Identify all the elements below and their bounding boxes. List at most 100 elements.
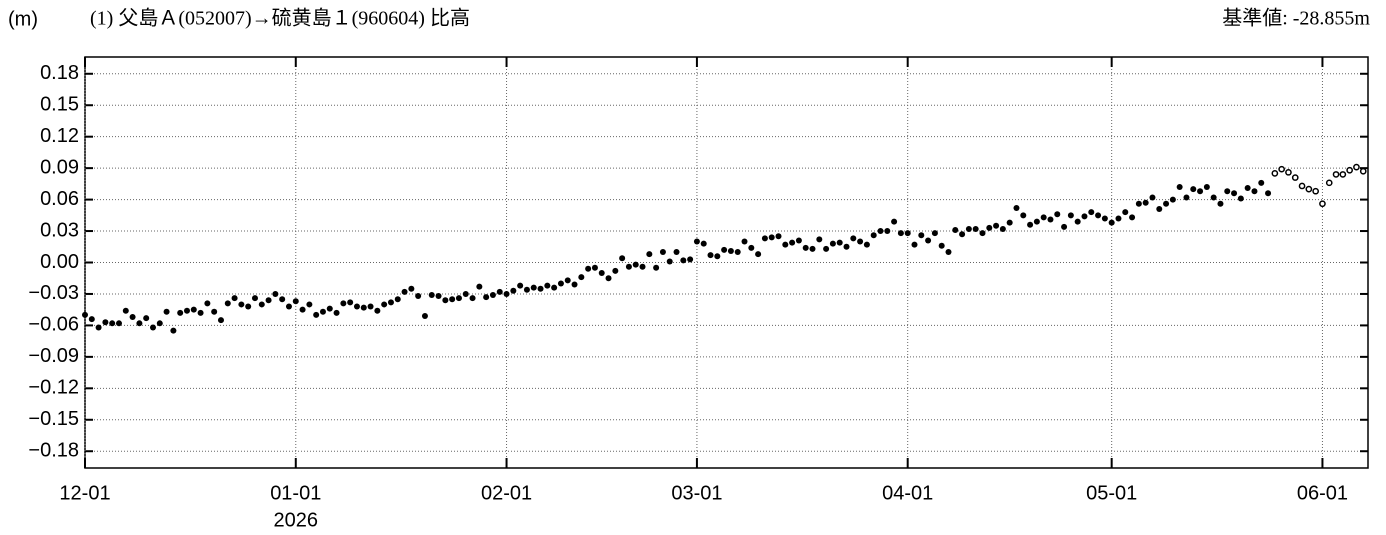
data-point — [1210, 194, 1217, 201]
data-point — [1244, 185, 1251, 192]
x-tick-label: 05-01 — [1086, 482, 1137, 504]
chart-title: (1) 父島Ａ(052007)→硫黄島１(960604) 比高 — [90, 7, 470, 30]
data-point — [1271, 170, 1279, 177]
data-point — [82, 311, 88, 318]
data-point — [1353, 163, 1360, 171]
data-point — [891, 218, 898, 225]
data-point — [136, 320, 143, 327]
data-point — [959, 231, 966, 238]
data-point — [700, 240, 707, 247]
data-point — [401, 288, 408, 295]
data-point — [632, 261, 639, 268]
x-tick-label: 01-01 — [270, 482, 321, 504]
data-point — [231, 295, 238, 302]
data-point — [1325, 179, 1333, 187]
y-tick-label: 0.06 — [40, 188, 79, 210]
data-point — [693, 238, 700, 245]
data-point — [408, 285, 415, 292]
y-tick-label: −0.15 — [28, 408, 79, 430]
data-point — [1169, 196, 1176, 203]
data-point — [347, 299, 354, 306]
reference-value: 基準値: -28.855m — [1222, 7, 1370, 30]
data-point — [999, 225, 1006, 232]
data-point — [884, 228, 891, 235]
data-point — [1067, 212, 1074, 219]
data-point — [156, 320, 163, 327]
data-point — [217, 317, 224, 324]
data-point — [285, 303, 292, 310]
x-tick-label: 03-01 — [671, 482, 722, 504]
data-point — [306, 301, 313, 308]
data-point — [1237, 195, 1244, 202]
data-point — [1285, 168, 1292, 176]
data-point — [904, 230, 911, 237]
data-point — [489, 292, 496, 299]
data-point — [1224, 188, 1231, 195]
data-point — [523, 286, 530, 293]
data-point — [367, 303, 374, 310]
data-point — [326, 305, 333, 312]
data-point — [578, 274, 585, 281]
data-point — [1258, 179, 1265, 186]
data-point — [177, 309, 184, 316]
data-point — [1359, 167, 1367, 175]
data-point — [387, 299, 394, 306]
y-tick-label: 0.12 — [40, 125, 79, 147]
unit-label: (m) — [8, 8, 38, 30]
y-tick-label: −0.12 — [28, 377, 79, 399]
data-point — [659, 249, 666, 256]
data-point — [605, 275, 612, 282]
y-tick-label: 0.15 — [40, 94, 79, 116]
data-point — [1298, 182, 1306, 190]
data-point — [1346, 166, 1353, 174]
data-point — [1088, 209, 1095, 216]
data-point — [204, 300, 211, 307]
data-point — [870, 232, 877, 239]
data-point — [768, 234, 775, 241]
data-point — [1047, 216, 1054, 223]
data-point — [544, 282, 551, 289]
data-point — [782, 241, 789, 248]
data-point — [911, 241, 918, 248]
data-point — [965, 225, 972, 232]
data-point — [979, 230, 986, 237]
data-point — [483, 294, 490, 301]
data-point — [265, 297, 272, 304]
data-point — [258, 301, 265, 308]
data-point — [1115, 215, 1122, 222]
data-point — [863, 241, 870, 248]
data-point — [612, 267, 619, 274]
y-tick-label: 0.09 — [40, 156, 79, 178]
data-point — [530, 284, 537, 291]
data-point — [353, 303, 360, 310]
data-point — [646, 251, 653, 258]
data-point — [1033, 218, 1040, 225]
data-point — [986, 224, 993, 231]
data-point — [415, 293, 422, 300]
data-point — [551, 284, 558, 291]
y-tick-label: −0.06 — [28, 314, 79, 336]
data-point — [109, 320, 116, 327]
data-point — [721, 246, 728, 253]
data-point — [1101, 215, 1108, 222]
data-point — [340, 300, 347, 307]
data-point — [245, 303, 252, 310]
data-point — [1040, 214, 1047, 221]
data-point — [755, 251, 762, 258]
data-point — [1149, 194, 1156, 201]
data-point — [1319, 200, 1326, 208]
data-point — [571, 281, 578, 288]
data-point — [496, 288, 503, 295]
data-point — [653, 264, 660, 271]
data-point — [469, 295, 476, 302]
data-point — [1020, 212, 1027, 219]
data-point — [360, 304, 367, 311]
data-point — [993, 222, 1000, 229]
data-point — [143, 315, 150, 322]
data-point — [1095, 212, 1102, 219]
data-point — [1129, 214, 1136, 221]
data-point — [775, 233, 782, 240]
data-point — [122, 307, 129, 314]
data-point — [313, 311, 320, 318]
data-point — [795, 237, 802, 244]
